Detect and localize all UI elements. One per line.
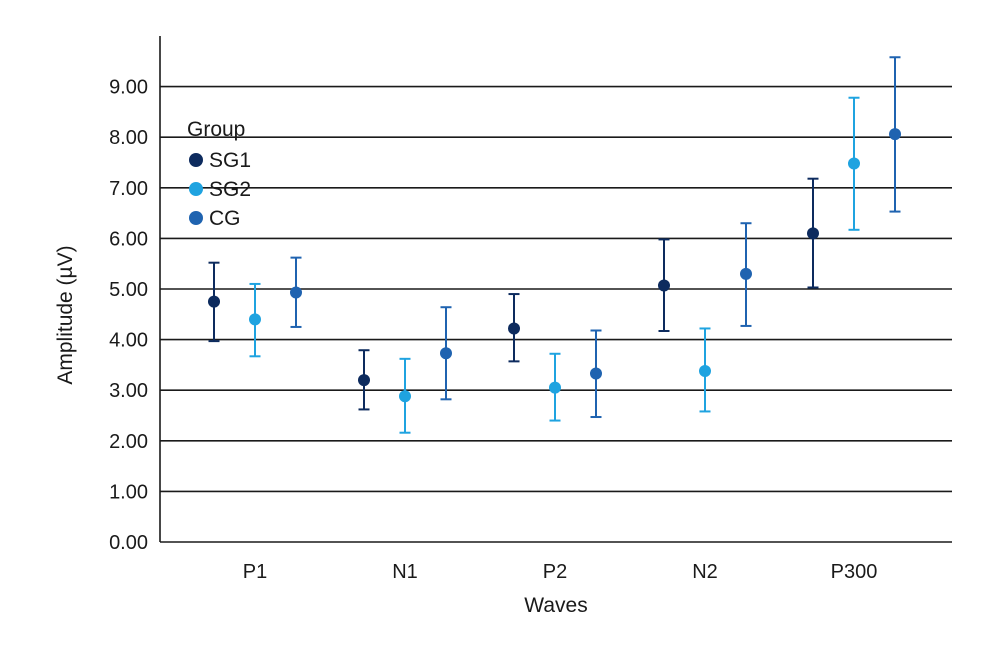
y-tick-label: 1.00 <box>109 481 148 503</box>
x-tick-label: N1 <box>392 561 418 583</box>
y-tick-label: 0.00 <box>109 532 148 554</box>
data-point <box>807 227 819 240</box>
y-tick-label: 5.00 <box>109 279 148 301</box>
y-tick-label: 7.00 <box>109 178 148 200</box>
data-point <box>508 322 520 335</box>
x-tick-label: P2 <box>543 561 567 583</box>
legend-label: CG <box>209 207 241 230</box>
legend-marker <box>189 182 203 196</box>
data-point <box>848 157 860 170</box>
data-point <box>740 267 752 280</box>
legend-marker <box>189 153 203 167</box>
axis-layer: 0.00 1.00 2.00 3.00 4.00 5.00 6.00 7.00 8.00 9.00… <box>109 36 952 583</box>
data-point <box>208 295 220 308</box>
y-tick-label: 2.00 <box>109 431 148 453</box>
x-axis-title: Waves <box>524 594 587 617</box>
legend-marker <box>189 211 203 225</box>
y-tick-label: 9.00 <box>109 77 148 99</box>
series-sg2 <box>249 96 860 434</box>
series-sg1 <box>208 177 819 411</box>
data-point <box>290 286 302 299</box>
y-axis-title: Amplitude (µV) <box>54 245 77 384</box>
x-tick-label: P300 <box>831 561 878 583</box>
data-point <box>590 367 602 380</box>
series-layer <box>208 56 901 434</box>
data-point <box>440 347 452 360</box>
legend-label: SG1 <box>209 149 251 172</box>
y-tick-label: 6.00 <box>109 228 148 250</box>
data-point <box>549 381 561 394</box>
data-point <box>658 279 670 292</box>
grid-layer <box>160 85 952 493</box>
legend-title: Group <box>187 118 245 141</box>
y-tick-label: 4.00 <box>109 330 148 352</box>
legend-label: SG2 <box>209 178 251 201</box>
data-point <box>249 313 261 326</box>
x-tick-label: P1 <box>243 561 267 583</box>
x-tick-label: N2 <box>692 561 718 583</box>
data-point <box>399 390 411 403</box>
data-point <box>358 374 370 387</box>
data-point <box>889 128 901 141</box>
data-point <box>699 364 711 377</box>
legend: Group SG1 SG2 CG <box>187 118 251 230</box>
series-cg <box>290 56 901 419</box>
y-tick-label: 3.00 <box>109 380 148 402</box>
y-tick-label: 8.00 <box>109 127 148 149</box>
